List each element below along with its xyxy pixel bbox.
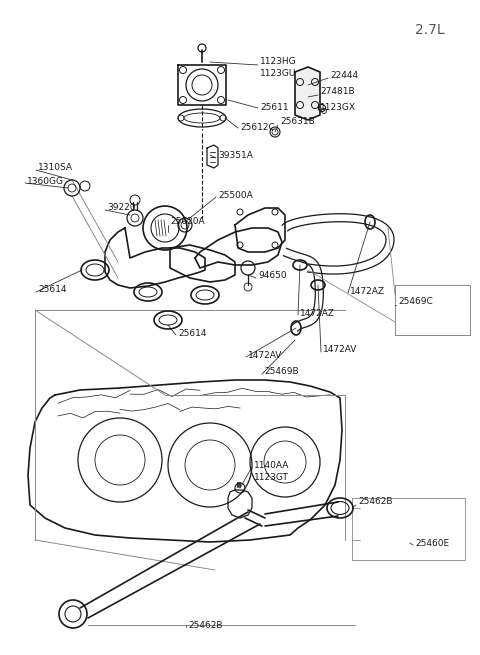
Text: 25620A: 25620A [170, 217, 204, 227]
Text: 39220: 39220 [107, 204, 135, 212]
Text: 25469C: 25469C [398, 297, 433, 307]
Text: 1472AV: 1472AV [323, 345, 358, 354]
Text: 1472AZ: 1472AZ [350, 288, 385, 297]
Text: 25611: 25611 [260, 103, 288, 113]
Text: 25614: 25614 [38, 286, 67, 295]
Text: 25500A: 25500A [218, 191, 253, 200]
Polygon shape [28, 380, 342, 542]
Text: 25614: 25614 [178, 329, 206, 337]
Text: 1123HG: 1123HG [260, 58, 297, 67]
Text: 1360GG: 1360GG [27, 178, 64, 187]
Text: 25462B: 25462B [358, 498, 393, 506]
Text: 27481B: 27481B [320, 88, 355, 96]
Text: 1140AA: 1140AA [254, 460, 289, 470]
Polygon shape [178, 65, 226, 105]
Text: 1123GU: 1123GU [260, 69, 296, 79]
Text: 25612C: 25612C [240, 124, 275, 132]
Text: 1123GT: 1123GT [254, 474, 289, 483]
Polygon shape [295, 67, 320, 120]
Text: 25469B: 25469B [264, 367, 299, 377]
Text: 2.7L: 2.7L [415, 23, 444, 37]
Text: 39351A: 39351A [218, 151, 253, 160]
Text: 1310SA: 1310SA [38, 164, 73, 172]
Text: 1472AV: 1472AV [248, 350, 282, 360]
Text: 1472AZ: 1472AZ [300, 309, 335, 318]
Text: 22444: 22444 [330, 71, 358, 79]
Text: 94650: 94650 [258, 271, 287, 280]
Text: 25460E: 25460E [415, 538, 449, 548]
Text: 25462B: 25462B [188, 620, 223, 629]
Text: 1123GX: 1123GX [320, 102, 356, 111]
Text: 25631B: 25631B [280, 117, 315, 126]
